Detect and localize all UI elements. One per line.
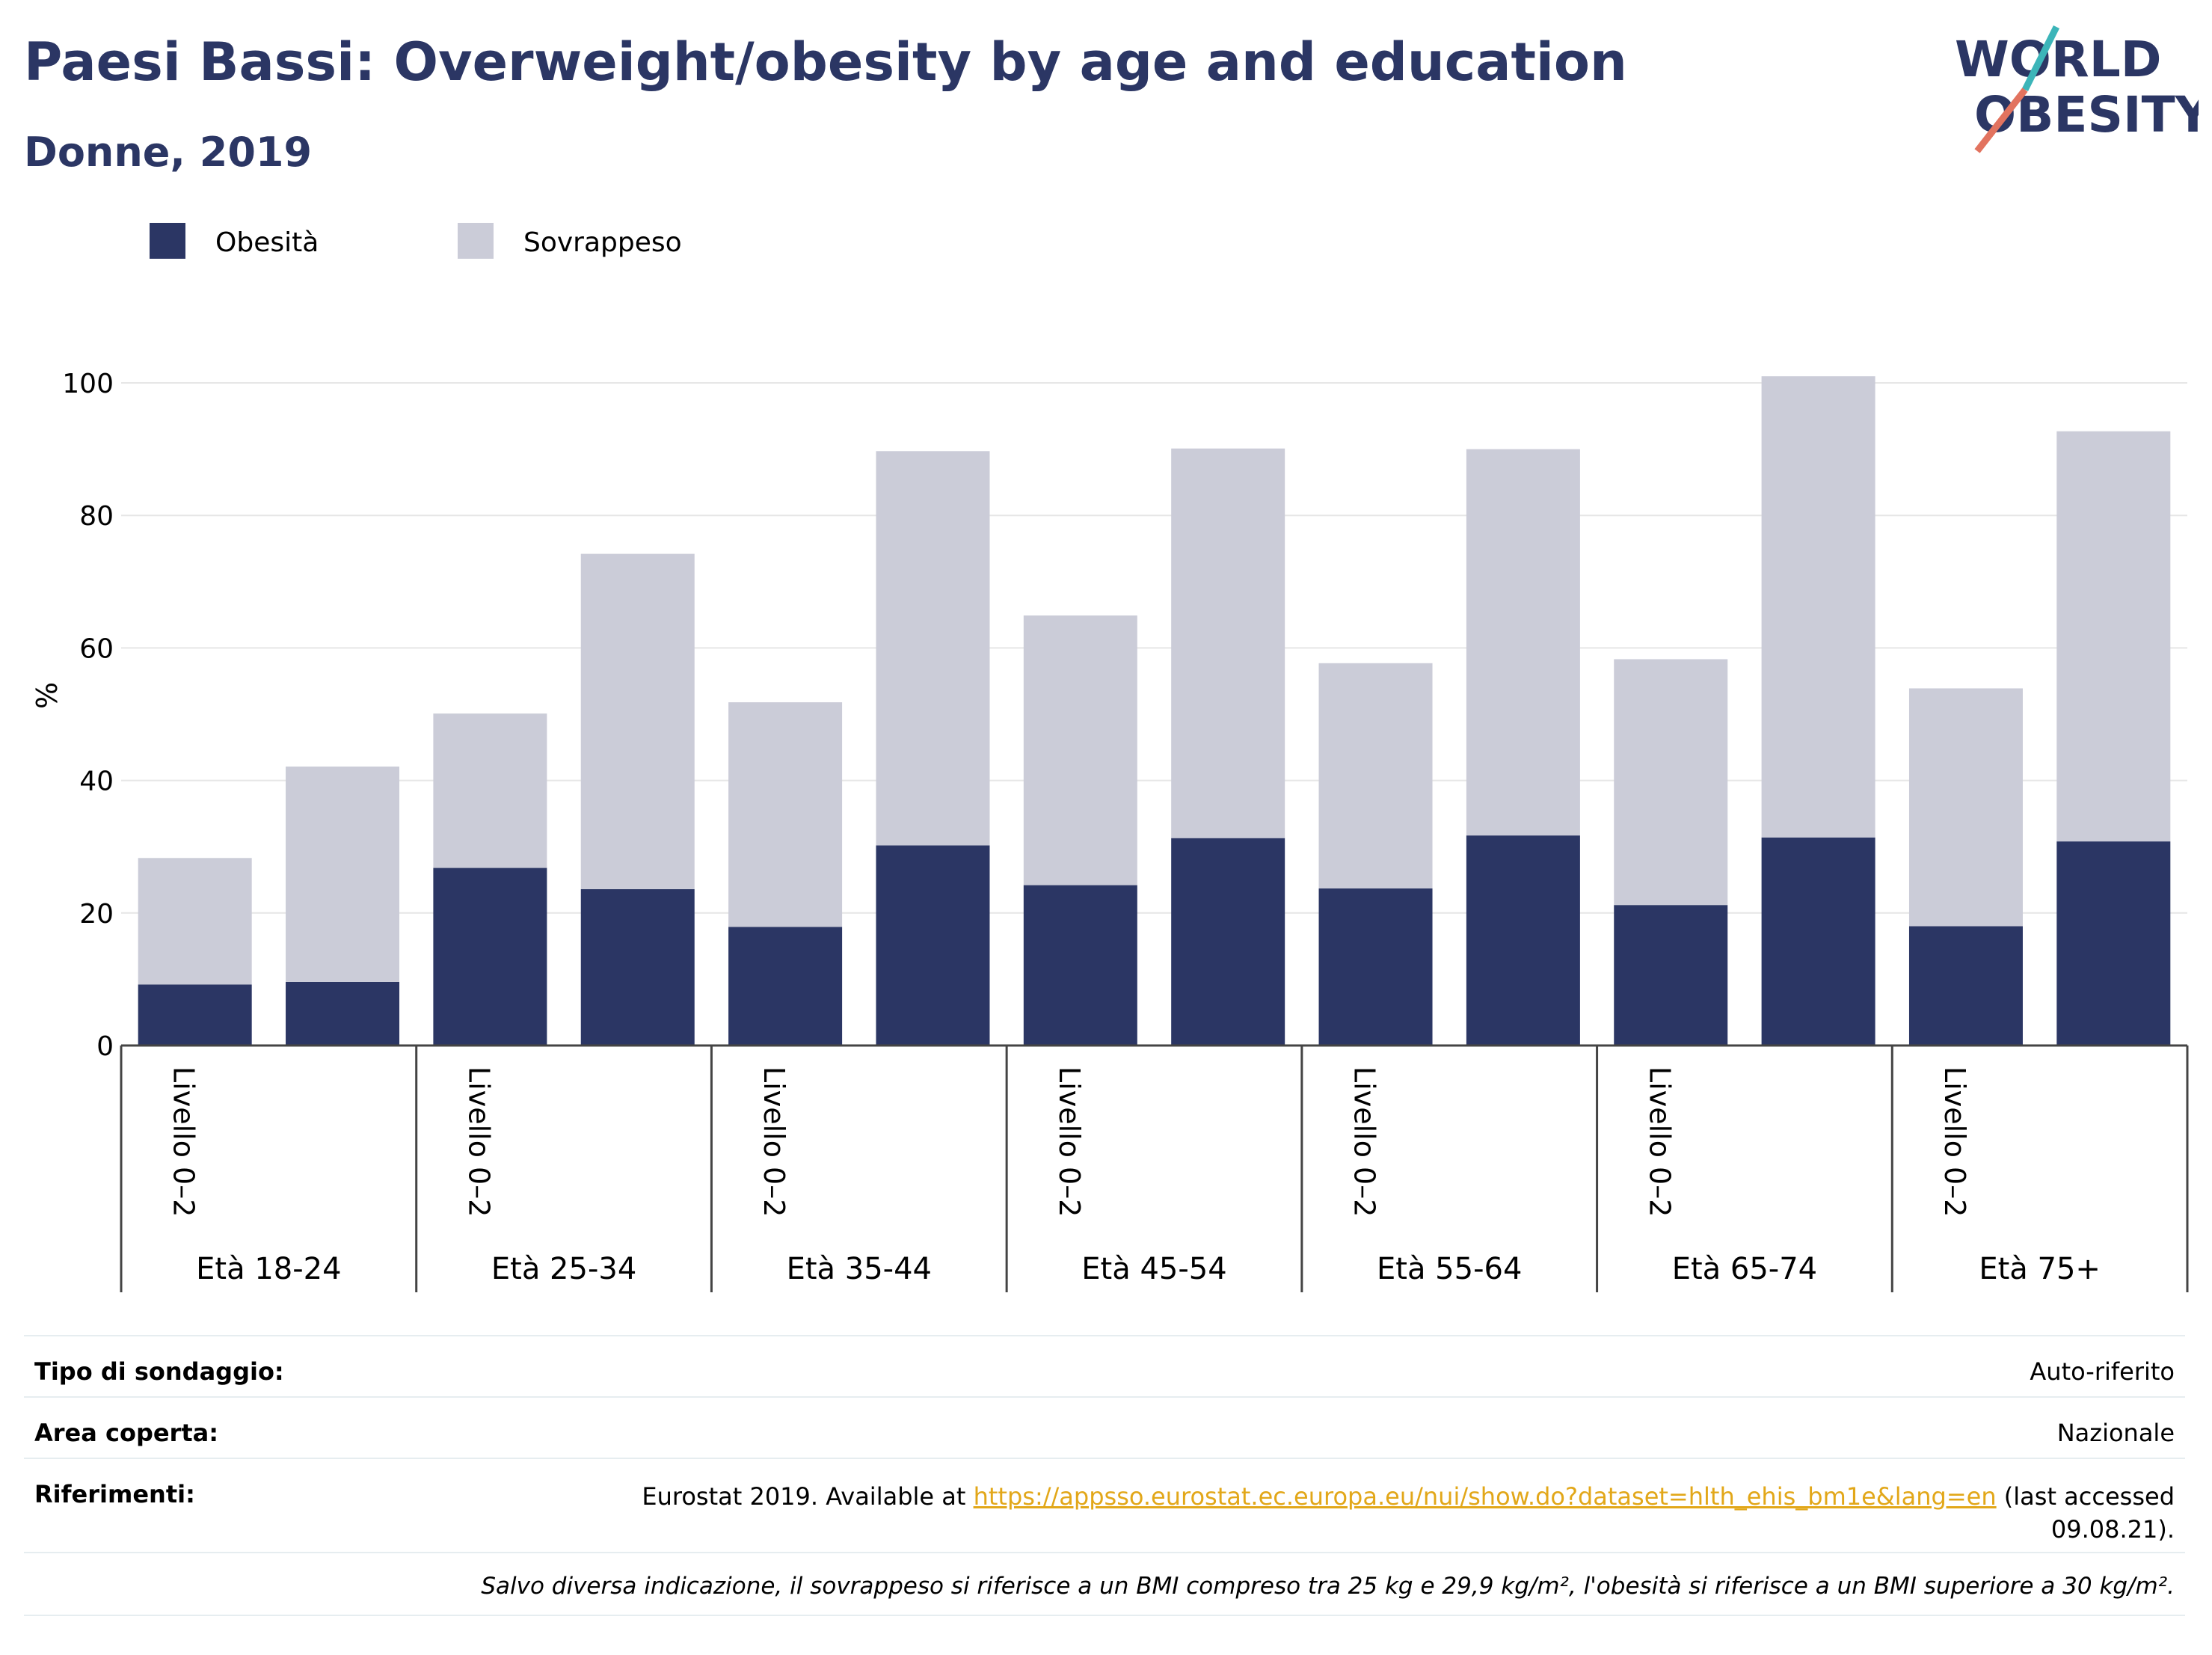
age-group-label: Età 75+ (1979, 1252, 2101, 1286)
bar-education-label: Livello 0–2 (1053, 1066, 1086, 1217)
bar-overweight (1614, 659, 1728, 906)
references-prefix: Eurostat 2019. Available at (642, 1482, 974, 1511)
y-tick-label: 100 (62, 369, 114, 399)
bar-obesity (138, 984, 252, 1045)
references-suffix: (last accessed (1996, 1482, 2175, 1511)
bar-obesity (1761, 837, 1875, 1045)
bar-overweight (876, 451, 990, 846)
bar-obesity (2056, 841, 2171, 1045)
bar-overweight (1908, 688, 2023, 927)
references-link[interactable]: https://appsso.eurostat.ec.europa.eu/nui… (973, 1482, 1997, 1511)
bar-obesity (286, 981, 400, 1045)
y-tick-label: 80 (79, 501, 114, 532)
stacked-bar-chart: Obesità Sovrappeso % 0 20 40 60 80 100 Livell… (31, 223, 2189, 1292)
bar-overweight (1023, 615, 1137, 885)
bar-obesity (1023, 885, 1137, 1045)
bar-overweight (580, 553, 695, 889)
y-axis-label: % (31, 682, 64, 709)
chart-title: Paesi Bassi: Overweight/obesity by age a… (24, 31, 1627, 93)
bar-obesity (580, 888, 695, 1045)
bar-overweight (2056, 431, 2171, 842)
y-tick-label: 20 (79, 899, 114, 930)
bar-overweight (728, 702, 843, 927)
bar-obesity (728, 927, 843, 1045)
survey-type-label: Tipo di sondaggio: (34, 1357, 284, 1386)
bar-obesity (1908, 926, 2023, 1045)
y-tick-label: 0 (96, 1031, 114, 1062)
footer-row-area: Area coperta: Nazionale (24, 1396, 2185, 1459)
definition-note: Salvo diversa indicazione, il sovrappeso… (481, 1573, 2175, 1600)
bar-obesity (876, 845, 990, 1045)
age-group-label: Età 18-24 (196, 1252, 341, 1286)
y-tick-label: 40 (79, 767, 114, 797)
legend-swatch-obesity (150, 223, 185, 259)
bar-obesity (1171, 838, 1285, 1045)
age-group-label: Età 55-64 (1377, 1252, 1522, 1286)
bar-overweight (138, 858, 252, 985)
references-value: Eurostat 2019. Available at https://apps… (642, 1480, 2175, 1546)
bar-education-label: Livello 0–2 (1643, 1066, 1676, 1217)
chart-subtitle: Donne, 2019 (24, 129, 313, 176)
logo-text-world: WORLD (1955, 31, 2162, 88)
legend-swatch-overweight (458, 223, 494, 259)
legend: Obesità Sovrappeso (150, 223, 682, 259)
area-covered-value: Nazionale (2056, 1419, 2175, 1447)
bar-obesity (1614, 905, 1728, 1045)
bar-education-label: Livello 0–2 (1938, 1066, 1971, 1217)
logo-slash-coral (1974, 87, 2028, 153)
logo-slash-teal (2021, 25, 2060, 92)
legend-label-obesity: Obesità (215, 227, 319, 258)
bar-overweight (1171, 448, 1285, 838)
age-group-label: Età 35-44 (787, 1252, 932, 1286)
age-group-label: Età 45-54 (1081, 1252, 1226, 1286)
bar-overweight (433, 713, 547, 868)
bar-overweight (1318, 663, 1433, 889)
world-obesity-logo: WORLD OBESITY (1955, 25, 2199, 153)
references-label: Riferimenti: (34, 1480, 195, 1508)
footer-row-references: Riferimenti: Eurostat 2019. Available at… (24, 1458, 2185, 1553)
bar-education-label: Livello 0–2 (462, 1066, 495, 1217)
age-group-label: Età 65-74 (1672, 1252, 1817, 1286)
footer-row-note: Salvo diversa indicazione, il sovrappeso… (24, 1552, 2185, 1616)
survey-type-value: Auto-riferito (2030, 1357, 2175, 1386)
footer-row-survey: Tipo di sondaggio: Auto-riferito (24, 1335, 2185, 1398)
bar-obesity (1466, 835, 1580, 1045)
bar-education-label: Livello 0–2 (758, 1066, 790, 1217)
y-tick-label: 60 (79, 633, 114, 664)
bar-education-label: Livello 0–2 (1348, 1066, 1381, 1217)
bar-obesity (1318, 888, 1433, 1045)
logo-text-obesity: OBESITY (1974, 86, 2199, 144)
area-covered-label: Area coperta: (34, 1419, 219, 1447)
bar-obesity (433, 868, 547, 1045)
bar-overweight (1761, 376, 1875, 838)
bar-education-label: Livello 0–2 (168, 1066, 200, 1217)
references-date: 09.08.21). (2050, 1515, 2175, 1544)
legend-label-overweight: Sovrappeso (523, 227, 682, 258)
bar-overweight (286, 766, 400, 982)
age-group-label: Età 25-34 (491, 1252, 636, 1286)
bar-overweight (1466, 449, 1580, 836)
